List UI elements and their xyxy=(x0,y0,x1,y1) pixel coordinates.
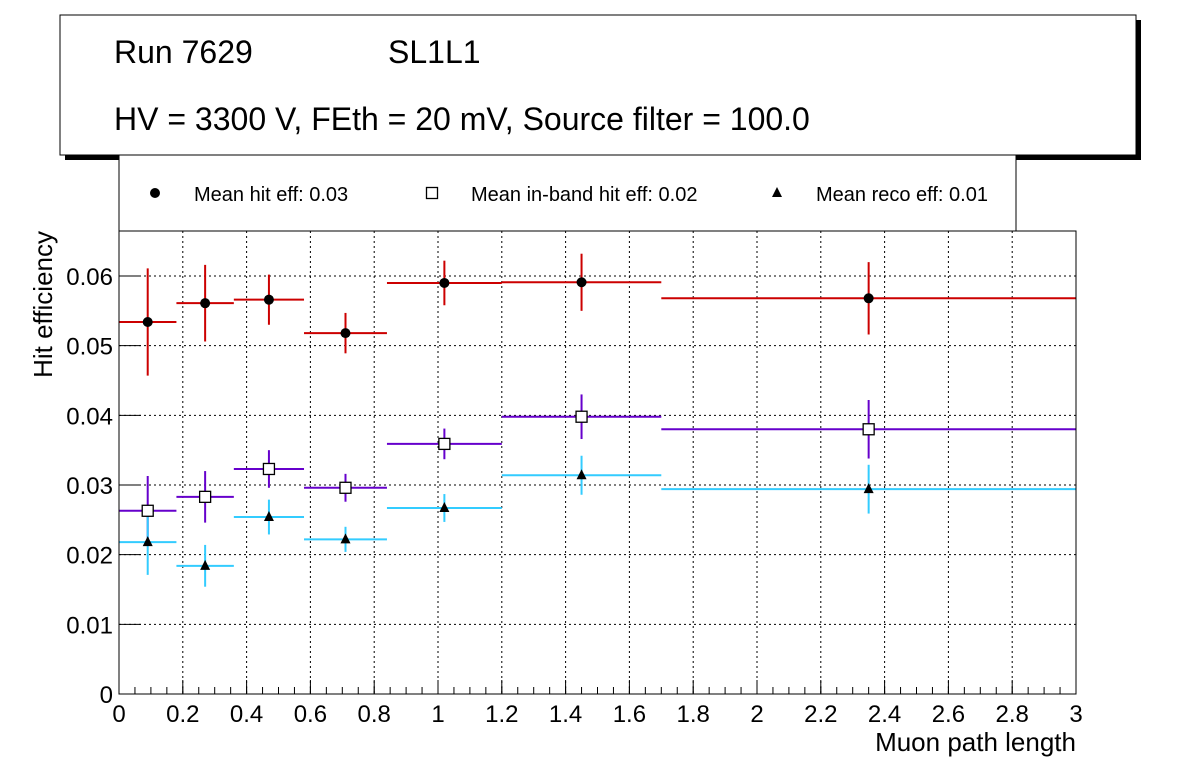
legend-marker-filled-triangle xyxy=(772,187,782,197)
x-tick-label: 0.8 xyxy=(358,701,391,728)
x-tick-label: 1.2 xyxy=(485,701,518,728)
data-point xyxy=(863,483,874,494)
legend-label: Mean hit eff: 0.03 xyxy=(194,184,348,206)
y-tick-label: 0.03 xyxy=(66,473,113,500)
layer-label: SL1L1 xyxy=(388,34,481,70)
data-point xyxy=(340,533,351,544)
legend-label: Mean in-band hit eff: 0.02 xyxy=(471,184,697,206)
data-point xyxy=(339,481,352,494)
data-point xyxy=(576,277,587,288)
y-tick-label: 0.05 xyxy=(66,334,113,361)
y-tick-label: 0.04 xyxy=(66,403,113,430)
x-tick-label: 1.6 xyxy=(613,701,646,728)
data-point xyxy=(141,504,154,517)
y-axis-label: Hit efficiency xyxy=(28,231,58,378)
data-point xyxy=(263,294,274,305)
data-point xyxy=(575,410,588,423)
data-point xyxy=(863,293,874,304)
y-tick-label: 0.02 xyxy=(66,543,113,570)
x-tick-label: 2 xyxy=(750,701,763,728)
legend-label: Mean reco eff: 0.01 xyxy=(816,184,988,206)
data-point xyxy=(340,328,351,339)
x-tick-label: 0 xyxy=(112,701,125,728)
x-tick-label: 2.4 xyxy=(868,701,901,728)
x-tick-label: 3 xyxy=(1069,701,1082,728)
x-tick-label: 0.2 xyxy=(166,701,199,728)
data-point xyxy=(262,462,276,476)
legend-marker-open-square xyxy=(425,186,439,200)
x-tick-label: 0.6 xyxy=(294,701,327,728)
x-tick-label: 1.8 xyxy=(677,701,710,728)
data-point xyxy=(439,277,450,288)
y-tick-label: 0.06 xyxy=(66,264,113,291)
x-tick-label: 2.8 xyxy=(996,701,1029,728)
x-tick-label: 2.2 xyxy=(804,701,837,728)
data-point xyxy=(862,423,875,436)
conditions-label: HV = 3300 V, FEth = 20 mV, Source filter… xyxy=(114,101,810,137)
data-point xyxy=(142,316,153,327)
data-point xyxy=(200,559,211,570)
x-axis-label: Muon path length xyxy=(875,727,1076,757)
title-box xyxy=(59,14,1137,156)
x-tick-label: 2.6 xyxy=(932,701,965,728)
x-tick-label: 1 xyxy=(431,701,444,728)
data-point xyxy=(438,437,451,451)
y-tick-label: 0.01 xyxy=(66,612,113,639)
data-point xyxy=(263,511,274,522)
data-point xyxy=(576,469,587,480)
data-point xyxy=(198,490,212,503)
x-tick-label: 1.4 xyxy=(549,701,582,728)
run-label: Run 7629 xyxy=(114,34,253,70)
legend-marker-filled-circle xyxy=(150,188,160,198)
legend-box xyxy=(118,154,1017,232)
data-point xyxy=(200,298,211,309)
data-point xyxy=(439,501,450,512)
y-tick-label: 0 xyxy=(100,682,113,709)
x-tick-label: 0.4 xyxy=(230,701,263,728)
data-point xyxy=(142,536,153,547)
